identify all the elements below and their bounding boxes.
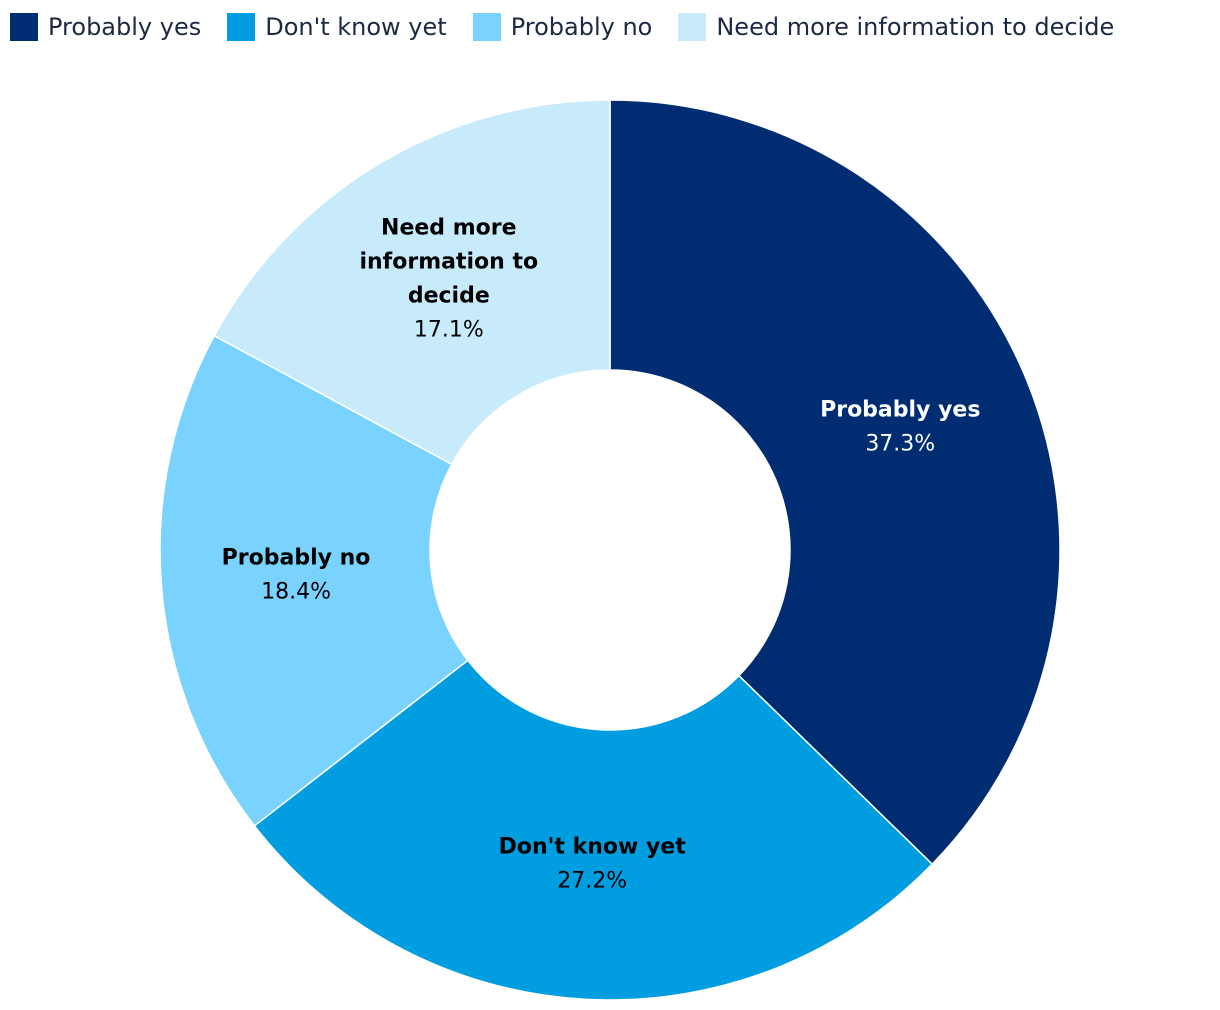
legend-swatch bbox=[472, 13, 501, 41]
slice-probably-yes[interactable] bbox=[609, 99, 1061, 866]
legend-swatch bbox=[227, 13, 256, 41]
slice-name-label: information to bbox=[359, 249, 538, 274]
slice-label: Don't know yet 27.2% bbox=[499, 834, 687, 893]
legend-label: Don't know yet bbox=[265, 13, 447, 41]
slice-value-label: 18.4% bbox=[261, 580, 331, 605]
legend-label: Probably yes bbox=[48, 13, 202, 41]
slice-value-label: 27.2% bbox=[557, 868, 627, 893]
slice-don-t-know-yet[interactable] bbox=[253, 659, 934, 1001]
legend-label: Probably no bbox=[510, 13, 653, 41]
slice-probably-no[interactable] bbox=[159, 334, 469, 827]
slice-label: Probably no 18.4% bbox=[222, 546, 371, 605]
slice-value-label: 17.1% bbox=[414, 317, 484, 342]
slice-name-label: Probably yes bbox=[820, 398, 980, 423]
legend-label: Need more information to decide bbox=[716, 13, 1115, 41]
slice-name-label: Don't know yet bbox=[499, 834, 687, 859]
legend-item-probably-no[interactable]: Probably no bbox=[472, 13, 653, 41]
slice-label: Probably yes 37.3% bbox=[820, 398, 980, 457]
chart-legend: Probably yes Don't know yet Probably no … bbox=[10, 10, 1140, 44]
legend-swatch bbox=[678, 13, 707, 41]
slice-name-label: Need more bbox=[381, 215, 516, 240]
slice-value-label: 37.3% bbox=[865, 432, 935, 457]
legend-swatch bbox=[10, 13, 38, 41]
slice-name-label: Probably no bbox=[222, 546, 371, 571]
legend-item-need-more-information[interactable]: Need more information to decide bbox=[678, 13, 1114, 41]
legend-item-dont-know-yet[interactable]: Don't know yet bbox=[227, 13, 447, 41]
slice-need-more-information-to-decide[interactable] bbox=[213, 99, 611, 466]
slice-name-label: decide bbox=[408, 283, 490, 308]
legend-item-probably-yes[interactable]: Probably yes bbox=[10, 13, 201, 41]
slice-label: Need more information to decide 17.1% bbox=[359, 215, 538, 342]
